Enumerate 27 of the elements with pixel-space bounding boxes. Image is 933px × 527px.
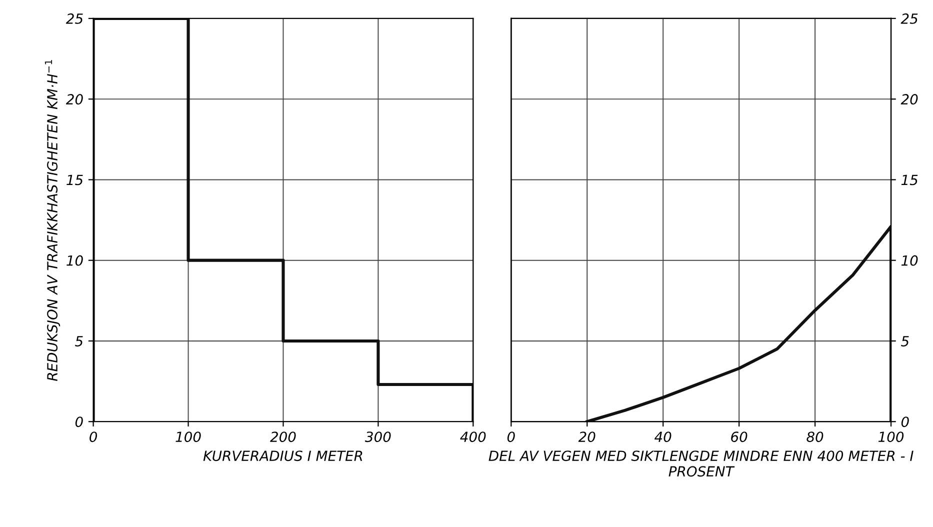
y2-tick-label: 20 [900,94,918,105]
y-tick-label: 0 [75,416,83,428]
y2-tick-label: 5 [901,336,909,346]
y-axis-title: REDUKSJON AV TRAFIKKHASTIGHETEN KM·H$^{−1}$ [44,60,60,381]
x-tick-label: 40 [654,432,672,442]
x-tick-label: 200 [270,432,296,442]
x-tick-label: 100 [176,432,201,442]
x-axis-title: KURVERADIUS I METER [203,450,362,462]
x-tick-label: 0 [90,432,98,442]
x-tick-label: 400 [460,432,486,442]
y2-tick-label: 15 [901,174,918,186]
x-tick-label: 20 [578,432,596,442]
x-tick-label: 100 [878,432,904,442]
x-tick-label: 80 [806,432,824,442]
x-axis-title: DEL AV VEGEN MED SIKTLENGDE MINDRE ENN 400 METER - I PROSENT [488,450,914,477]
y-tick-label: 15 [66,174,83,186]
line-series [586,224,892,422]
y-tick-label: 10 [66,255,83,266]
x-tick-label: 0 [507,432,515,442]
y-tick-label: 20 [66,94,83,105]
x-tick-label: 300 [364,432,391,442]
y2-tick-label: 10 [901,255,918,266]
x-tick-label: 60 [731,432,748,442]
y-tick-label: 5 [75,336,83,346]
y2-tick-label: 0 [901,416,909,428]
y-tick-label: 25 [66,13,83,24]
y2-tick-label: 25 [900,13,918,24]
